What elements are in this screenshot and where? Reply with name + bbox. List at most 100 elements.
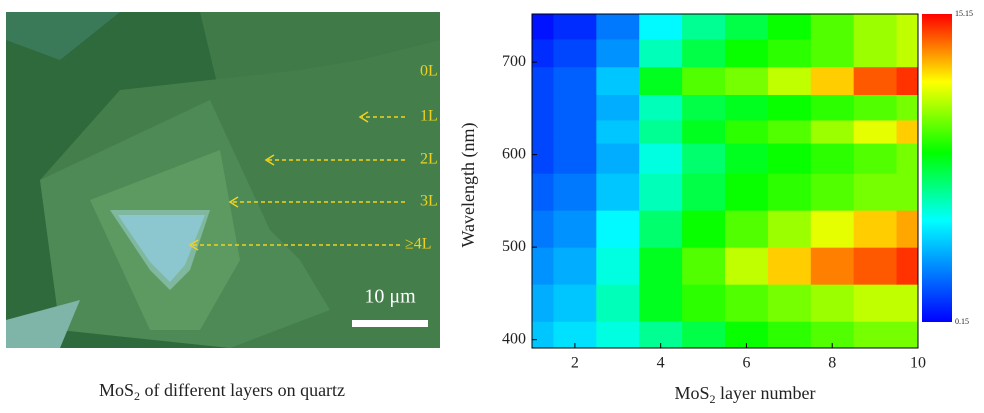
heat-cell	[896, 284, 919, 322]
heat-cell	[853, 14, 898, 40]
heat-cell	[725, 66, 769, 95]
layer-label: 3L	[420, 193, 438, 210]
heat-cell	[639, 143, 683, 174]
heat-cell	[896, 173, 919, 211]
heat-cell	[596, 119, 640, 144]
heat-cell	[725, 14, 769, 40]
layer-label: 1L	[420, 108, 438, 125]
colorbar	[922, 14, 952, 322]
x-label-sub: 2	[710, 392, 716, 406]
x-tick-label: 2	[571, 355, 579, 372]
heat-cell	[553, 284, 597, 322]
heat-cell	[725, 143, 769, 174]
x-label-text: MoS	[675, 383, 710, 403]
heat-cell	[896, 94, 919, 121]
plot-frame	[531, 13, 919, 349]
heat-cell	[853, 210, 898, 248]
heat-cell	[532, 173, 554, 211]
heat-cell	[810, 143, 855, 174]
arrows	[188, 111, 405, 251]
colorbar-tick-label: 15.15	[955, 9, 973, 18]
layer-label: 2L	[420, 151, 438, 168]
heat-cell	[896, 38, 919, 68]
caption-sub: 2	[134, 389, 140, 403]
heat-cell	[896, 66, 919, 95]
heat-cell	[553, 14, 597, 40]
colorbar-tick-label: 0.15	[955, 317, 969, 326]
heat-cell	[682, 14, 726, 40]
heat-cell	[896, 119, 919, 144]
heat-cell	[682, 173, 726, 211]
heat-cell	[896, 210, 919, 248]
heat-cell	[682, 119, 726, 144]
heat-cell	[682, 94, 726, 121]
heat-cell	[810, 284, 855, 322]
heat-cell	[853, 284, 898, 322]
y-axis-label: Wavelength (nm)	[458, 122, 479, 247]
heat-cell	[810, 38, 855, 68]
heat-cell	[810, 14, 855, 40]
heat-cell	[553, 210, 597, 248]
heat-cell	[553, 119, 597, 144]
heat-cell	[639, 14, 683, 40]
heat-cell	[810, 119, 855, 144]
heat-cell	[596, 66, 640, 95]
heat-cell	[596, 210, 640, 248]
heat-cell	[810, 247, 855, 285]
heat-cell	[532, 66, 554, 95]
heat-cell	[853, 247, 898, 285]
heat-cell	[853, 94, 898, 121]
heat-cell	[682, 66, 726, 95]
image-caption: MoS2 of different layers on quartz	[99, 380, 345, 403]
heat-cell	[596, 94, 640, 121]
heat-cell	[725, 210, 769, 248]
heat-cell	[639, 210, 683, 248]
heat-cell	[596, 143, 640, 174]
y-tick-label: 400	[502, 330, 526, 347]
x-axis-label: MoS2 layer number	[675, 383, 816, 406]
heat-cell	[596, 321, 640, 349]
heat-cell	[896, 14, 919, 40]
heat-cell	[596, 284, 640, 322]
heat-cell	[767, 14, 812, 40]
heat-cell	[682, 247, 726, 285]
heat-cell	[639, 119, 683, 144]
heat-cell	[639, 38, 683, 68]
x-tick-label: 6	[742, 355, 750, 372]
heat-cell	[532, 143, 554, 174]
layer-annotations: 0L 1L 2L 3L ≥4L 10 μm	[188, 63, 438, 327]
heat-cell	[532, 321, 554, 349]
heat-cell	[767, 284, 812, 322]
heat-cell	[725, 173, 769, 211]
heat-cell	[682, 143, 726, 174]
heat-cell	[767, 38, 812, 68]
scale-bar-label: 10 μm	[364, 286, 416, 308]
heat-cell	[810, 66, 855, 95]
heat-cell	[725, 94, 769, 121]
heat-cell	[853, 143, 898, 174]
heat-cell	[639, 66, 683, 95]
heat-cell	[553, 94, 597, 121]
heat-cell	[596, 247, 640, 285]
heat-cell	[810, 94, 855, 121]
heat-cell	[896, 247, 919, 285]
heat-cell	[532, 284, 554, 322]
x-tick-label: 10	[910, 355, 926, 372]
heat-cell	[596, 173, 640, 211]
y-tick-label: 700	[502, 53, 526, 70]
x-tick-label: 8	[828, 355, 836, 372]
heat-cell	[553, 247, 597, 285]
heatmap	[532, 14, 919, 349]
heat-cell	[853, 173, 898, 211]
heat-cell	[553, 66, 597, 95]
heat-cell	[532, 38, 554, 68]
heat-cell	[553, 143, 597, 174]
heat-cell	[767, 247, 812, 285]
heat-cell	[639, 247, 683, 285]
layer-label: 0L	[420, 63, 438, 80]
heat-cell	[767, 119, 812, 144]
heat-cell	[596, 38, 640, 68]
heat-cell	[767, 321, 812, 349]
heat-cell	[725, 247, 769, 285]
